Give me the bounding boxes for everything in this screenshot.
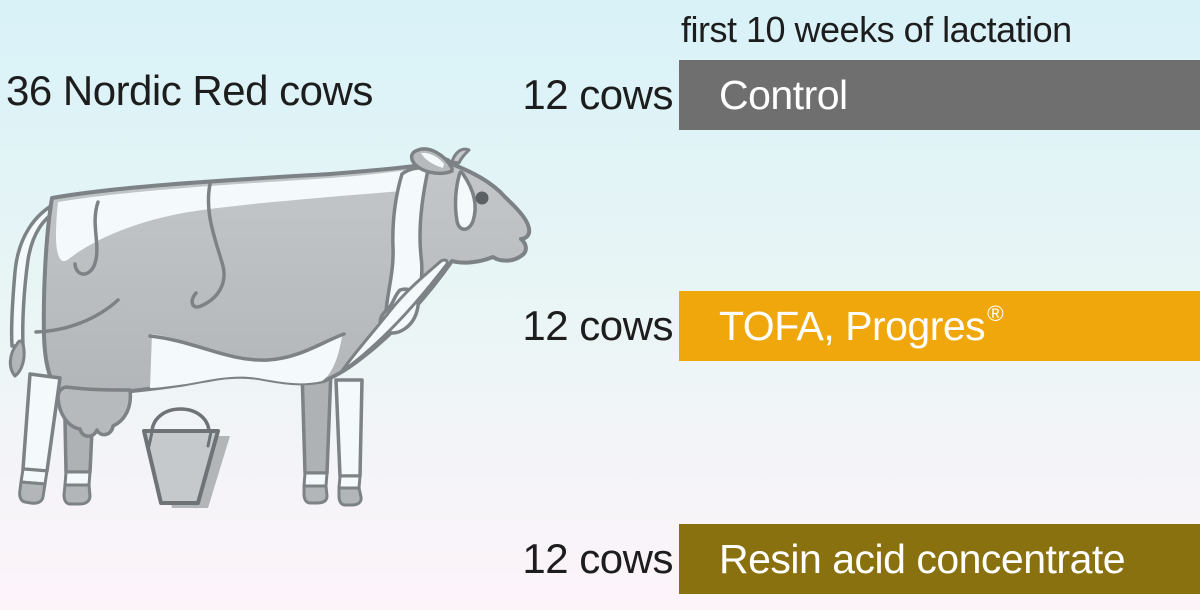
cow-hip-contour	[34, 298, 120, 334]
cow-count-label: 12 cows	[522, 302, 673, 349]
group-row-control: 12 cows Control	[0, 60, 1200, 130]
treatment-bar-control: Control	[679, 60, 1200, 130]
cow-belly-patch-line	[148, 332, 346, 362]
cow-near-hooves	[18, 480, 363, 507]
cow-illustration-container	[0, 140, 560, 540]
treatment-label: TOFA, Progres	[719, 302, 986, 349]
milk-bucket-icon	[142, 407, 230, 508]
cow-back-patch	[56, 168, 426, 262]
treatment-bar-resin-acid: Resin acid concentrate	[679, 524, 1200, 594]
cow-far-hooves	[62, 483, 329, 506]
cow-neck-front-patch	[340, 258, 449, 373]
registered-trademark-mark: ®	[987, 300, 1004, 326]
cow-back-spot-line	[190, 182, 226, 309]
timeline-label: first 10 weeks of lactation	[681, 9, 1072, 50]
bucket-rim-tick-left	[147, 430, 154, 448]
cow-neck-patch	[453, 170, 477, 231]
group-row-resin-acid: 12 cows Resin acid concentrate	[0, 524, 1200, 594]
bucket-rim-tick-right	[206, 430, 213, 448]
treatment-bar-tofa-progres: TOFA, Progres ®	[679, 291, 1200, 361]
cow-illustration	[8, 147, 532, 508]
cow-eye	[475, 191, 489, 205]
group-row-tofa-progres: 12 cows TOFA, Progres ®	[0, 291, 1200, 361]
page-title: 36 Nordic Red cows	[6, 67, 373, 114]
treatment-label: Control	[719, 71, 848, 118]
cow-count-label: 12 cows	[522, 535, 673, 582]
cow-udder	[56, 385, 133, 438]
treatment-label: Resin acid concentrate	[719, 535, 1126, 582]
cow-rump-contour	[73, 200, 100, 276]
cow-far-hoof-bands	[63, 470, 329, 488]
cow-count-label: 12 cows	[522, 71, 673, 118]
cow-ear-inner	[421, 152, 444, 168]
cow-tail-tuft-icon	[8, 339, 26, 378]
cow-horn-icon	[450, 147, 471, 165]
bucket-body	[142, 429, 220, 505]
bucket-handle	[150, 407, 211, 438]
